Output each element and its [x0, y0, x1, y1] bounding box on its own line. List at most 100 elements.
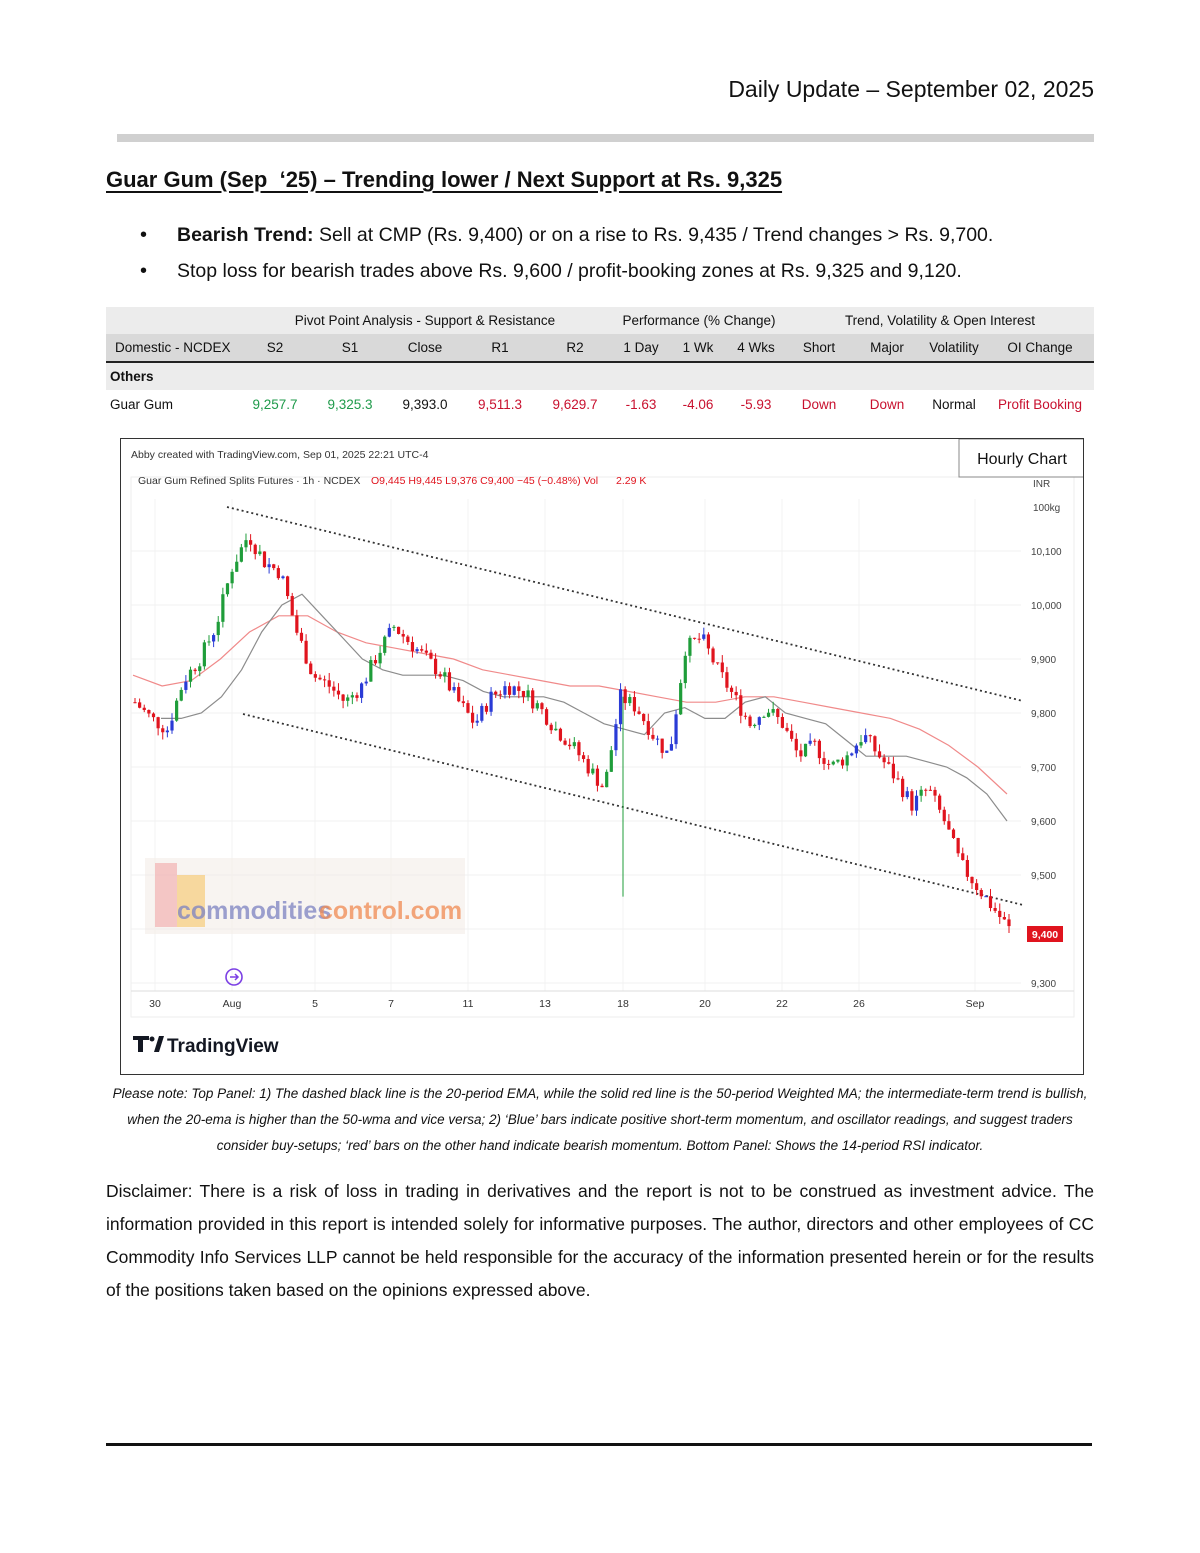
- cell-oi-change: Profit Booking: [997, 396, 1083, 412]
- candle-body: [572, 742, 576, 747]
- col-header: Domestic - NCDEX: [106, 334, 238, 363]
- candle-body: [387, 627, 391, 637]
- candle-body: [235, 561, 239, 572]
- candle-body: [808, 740, 812, 744]
- candle-body: [743, 715, 748, 717]
- header-divider: [117, 134, 1094, 142]
- ema20-line: [161, 593, 1008, 822]
- candle-body: [887, 762, 891, 764]
- x-tick-label: 26: [853, 998, 865, 1010]
- candle-body: [669, 744, 674, 751]
- candle-body: [790, 730, 794, 739]
- candle-body: [924, 789, 928, 791]
- candle-body: [359, 683, 364, 698]
- candle-body: [766, 712, 771, 717]
- candle-body: [577, 742, 581, 756]
- candle-body: [646, 721, 650, 735]
- candle-body: [901, 778, 905, 798]
- candle-body: [221, 594, 225, 622]
- candle-body: [322, 679, 327, 681]
- candle-body: [304, 640, 308, 664]
- candle-body: [286, 576, 290, 597]
- candle-body: [822, 758, 826, 764]
- candle-body: [896, 778, 900, 780]
- candle-body: [628, 697, 632, 704]
- candle-body: [230, 571, 234, 584]
- candle-body: [258, 551, 262, 555]
- x-tick-label: 22: [776, 998, 788, 1010]
- col-header: R1: [462, 334, 538, 363]
- candle-body: [595, 768, 600, 786]
- candle-body: [998, 910, 1002, 918]
- candle-body: [544, 709, 549, 725]
- candle-body: [313, 674, 317, 678]
- x-tick-label: 30: [149, 998, 161, 1010]
- group-performance: Performance (% Change): [612, 307, 786, 334]
- candle-body: [785, 727, 789, 731]
- candlesticks: [133, 533, 1011, 934]
- col-header: R2: [538, 334, 612, 363]
- candle-body: [318, 677, 322, 680]
- candle-body: [642, 713, 646, 722]
- candle-body: [207, 641, 211, 643]
- chart-credit: Abby created with TradingView.com, Sep 0…: [131, 449, 429, 461]
- candle-body: [461, 701, 465, 704]
- candle-body: [554, 728, 558, 731]
- candle-body: [452, 687, 456, 691]
- candle-body: [840, 759, 845, 766]
- tradingview-logo: TradingView: [133, 1036, 279, 1057]
- chart-symbol: Guar Gum Refined Splits Futures · 1h · N…: [138, 475, 360, 487]
- candle-body: [651, 734, 655, 739]
- candle-body: [753, 724, 757, 727]
- candle-body: [586, 758, 590, 774]
- time-axis: 30 Aug 5 7 11 13 18 20 22 26 Sep: [131, 990, 1074, 1010]
- candle-body: [706, 634, 711, 649]
- goto-realtime-icon[interactable]: [225, 968, 243, 986]
- cell-r2: 9,629.7: [552, 396, 598, 412]
- last-price-tag: 9,400: [1027, 926, 1063, 942]
- candle-body: [720, 662, 724, 673]
- candle-body: [563, 740, 567, 745]
- candle-body: [484, 705, 489, 712]
- moving-average-lines: [132, 593, 1008, 822]
- candle-body: [295, 615, 299, 633]
- cell-major: Down: [869, 396, 905, 412]
- candle-body: [475, 720, 479, 723]
- col-header: 4 Wks: [726, 334, 786, 363]
- bullet-stoploss: Stop loss for bearish trades above Rs. 9…: [140, 258, 1100, 294]
- y-tick-label: 10,000: [1031, 601, 1062, 612]
- y-tick-label: 9,700: [1031, 763, 1056, 774]
- candle-body: [549, 724, 553, 731]
- candle-body: [341, 694, 345, 701]
- candle-body: [891, 763, 895, 779]
- report-headline: Guar Gum (Sep ‘25) – Trending lower / Ne…: [106, 167, 783, 192]
- candle-body: [910, 791, 914, 811]
- candle-body: [179, 689, 183, 701]
- x-tick-label: Sep: [966, 998, 985, 1010]
- cell-1wk: -4.06: [682, 396, 714, 412]
- candle-body: [420, 649, 424, 651]
- candle-body: [281, 576, 285, 579]
- recommendation-list: Bearish Trend: Sell at CMP (Rs. 9,400) o…: [140, 222, 1100, 294]
- candle-body: [193, 669, 197, 672]
- candle-body: [410, 642, 415, 652]
- candle-body: [336, 690, 341, 695]
- x-tick-label: 13: [539, 998, 551, 1010]
- candle-body: [794, 738, 798, 751]
- candle-body: [521, 690, 526, 697]
- candle-body: [850, 753, 854, 756]
- cell-1day: -1.63: [625, 396, 657, 412]
- candle-body: [702, 634, 706, 639]
- candle-body: [267, 564, 271, 568]
- footer-divider: [106, 1443, 1092, 1446]
- candle-body: [683, 655, 687, 684]
- candle-body: [188, 669, 193, 682]
- candle-body: [138, 702, 142, 708]
- candle-body: [535, 703, 539, 709]
- candle-body: [364, 681, 368, 684]
- candle-body: [873, 736, 877, 752]
- chart-ohlc: O9,445 H9,445 L9,376 C9,400 −45 (−0.48%)…: [371, 475, 598, 487]
- y-tick-label: 9,300: [1031, 979, 1056, 990]
- upper-trendline: [226, 506, 1024, 702]
- candle-body: [299, 632, 304, 641]
